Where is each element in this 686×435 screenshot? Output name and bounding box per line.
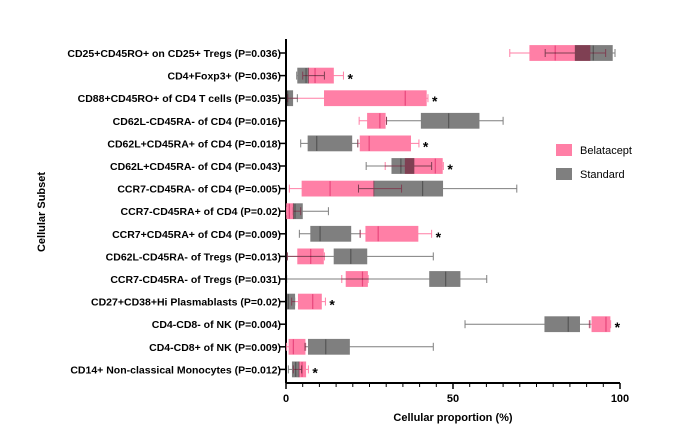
box-standard (386, 112, 504, 129)
category-row (288, 180, 518, 197)
legend: Belatacept Standard (556, 144, 632, 181)
category-label: CD25+CD45RO+ on CD25+ Tregs (P=0.036) (67, 48, 281, 60)
category-label: CD27+CD38+Hi Plasmablasts (P=0.02) (91, 297, 281, 309)
box-standard (285, 90, 298, 107)
box-standard (300, 135, 359, 152)
category-row: * (296, 67, 353, 87)
legend-swatch-belatacept (556, 144, 572, 156)
box-iqr (544, 316, 580, 333)
box-belatacept (287, 90, 429, 107)
box-iqr (286, 293, 296, 310)
box-standard (287, 361, 303, 378)
category-row: * (286, 293, 335, 313)
box-iqr (591, 316, 611, 333)
category-label: CD4-CD8- of NK (P=0.004) (152, 319, 281, 331)
box-standard (286, 248, 434, 265)
box-iqr (310, 225, 352, 242)
category-row: * (287, 361, 318, 380)
x-tick-label: 50 (447, 393, 459, 405)
box-standard (304, 338, 434, 355)
significance-marker: * (615, 319, 621, 335)
x-tick-label: 0 (283, 393, 289, 405)
category-row (286, 271, 488, 287)
box-standard (286, 271, 488, 287)
box-standard (296, 67, 325, 84)
box-iqr (285, 90, 294, 107)
box-iqr (420, 112, 480, 129)
box-iqr (292, 203, 303, 220)
category-row: * (464, 316, 621, 335)
category-row (509, 45, 616, 61)
category-label: CCR7-CD45RA- of Tregs (P=0.031) (110, 274, 281, 286)
x-tick-label: 100 (611, 393, 629, 405)
significance-marker: * (447, 161, 453, 177)
significance-marker: * (329, 297, 335, 313)
category-row: * (285, 90, 438, 109)
box-iqr (307, 338, 350, 355)
box-iqr (324, 90, 427, 107)
category-row (286, 248, 434, 265)
box-belatacept (588, 316, 612, 333)
significance-marker: * (432, 93, 438, 109)
box-iqr (373, 180, 444, 197)
category-label: CCR7-CD45RA+ of CD4 (P=0.02) (121, 206, 281, 218)
category-label: CD88+CD45RO+ of CD4 T cells (P=0.035) (78, 93, 281, 105)
box-iqr (359, 135, 411, 152)
category-row: * (300, 135, 429, 154)
box-standard (298, 225, 361, 242)
x-axis-title: Cellular proportion (%) (393, 412, 513, 424)
box-iqr (307, 135, 353, 152)
category-label: CD62L-CD45RA- of CD4 (P=0.016) (113, 116, 281, 128)
category-row: * (298, 225, 442, 245)
category-label: CD62L+CD45RA+ of CD4 (P=0.018) (107, 138, 281, 150)
box-iqr (297, 293, 322, 310)
box-iqr (286, 203, 294, 220)
category-label: CD62L+CD45RA- of CD4 (P=0.043) (110, 161, 281, 173)
box-belatacept (291, 293, 326, 310)
legend-swatch-standard (556, 168, 572, 180)
category-row: * (365, 158, 453, 177)
box-standard (357, 180, 518, 197)
box-standard (286, 293, 296, 310)
category-label: CCR7+CD45RA+ of CD4 (P=0.009) (112, 229, 281, 241)
plot-area: 0 50 100 CD25+CD45RO+ on CD25+ Tregs (P=0.0… (67, 39, 629, 405)
category-row (358, 112, 504, 129)
box-belatacept (286, 338, 307, 355)
box-iqr (365, 225, 419, 242)
significance-marker: * (312, 364, 318, 380)
significance-marker: * (436, 229, 442, 245)
category-label: CD4+Foxp3+ (P=0.036) (167, 71, 281, 83)
category-label: CCR7-CD45RA- of CD4 (P=0.005) (117, 184, 281, 196)
box-standard (464, 316, 591, 333)
box-standard (292, 203, 329, 220)
box-iqr (297, 67, 309, 84)
category-row (286, 203, 329, 220)
legend-label-standard: Standard (580, 169, 625, 181)
significance-marker: * (347, 71, 353, 87)
category-row (286, 338, 434, 355)
box-belatacept (358, 112, 388, 129)
box-standard (544, 45, 616, 61)
box-standard (365, 158, 433, 174)
box-iqr (429, 271, 461, 287)
category-label: CD62L-CD45RA- of Tregs (P=0.013) (106, 251, 281, 263)
legend-label-belatacept: Belatacept (580, 145, 632, 157)
box-iqr (391, 158, 415, 174)
box-iqr (367, 112, 386, 129)
category-label: CD14+ Non-classical Monocytes (P=0.012) (70, 364, 281, 376)
box-belatacept (359, 225, 433, 242)
box-belatacept (357, 135, 420, 152)
box-iqr (288, 338, 306, 355)
category-label: CD4-CD8+ of NK (P=0.009) (149, 342, 281, 354)
y-axis-title: Cellular Subset (36, 172, 48, 252)
significance-marker: * (423, 138, 429, 154)
